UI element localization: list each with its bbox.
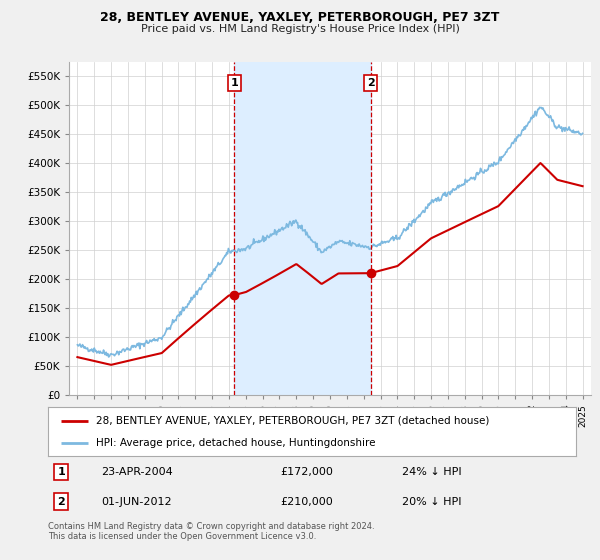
Bar (234, 62, 371, 395)
Text: £210,000: £210,000 (280, 497, 333, 507)
Text: 2: 2 (367, 78, 374, 88)
Text: Price paid vs. HM Land Registry's House Price Index (HPI): Price paid vs. HM Land Registry's House … (140, 24, 460, 34)
Text: 1: 1 (58, 467, 65, 477)
Text: £172,000: £172,000 (280, 467, 333, 477)
Text: HPI: Average price, detached house, Huntingdonshire: HPI: Average price, detached house, Hunt… (95, 437, 375, 447)
Text: 2: 2 (58, 497, 65, 507)
Text: 20% ↓ HPI: 20% ↓ HPI (402, 497, 461, 507)
Text: 1: 1 (230, 78, 238, 88)
Text: 01-JUN-2012: 01-JUN-2012 (101, 497, 172, 507)
Text: Contains HM Land Registry data © Crown copyright and database right 2024.
This d: Contains HM Land Registry data © Crown c… (48, 522, 374, 542)
Text: 23-APR-2004: 23-APR-2004 (101, 467, 173, 477)
Text: 28, BENTLEY AVENUE, YAXLEY, PETERBOROUGH, PE7 3ZT: 28, BENTLEY AVENUE, YAXLEY, PETERBOROUGH… (100, 11, 500, 24)
Text: 24% ↓ HPI: 24% ↓ HPI (402, 467, 461, 477)
Text: 28, BENTLEY AVENUE, YAXLEY, PETERBOROUGH, PE7 3ZT (detached house): 28, BENTLEY AVENUE, YAXLEY, PETERBOROUGH… (95, 416, 489, 426)
